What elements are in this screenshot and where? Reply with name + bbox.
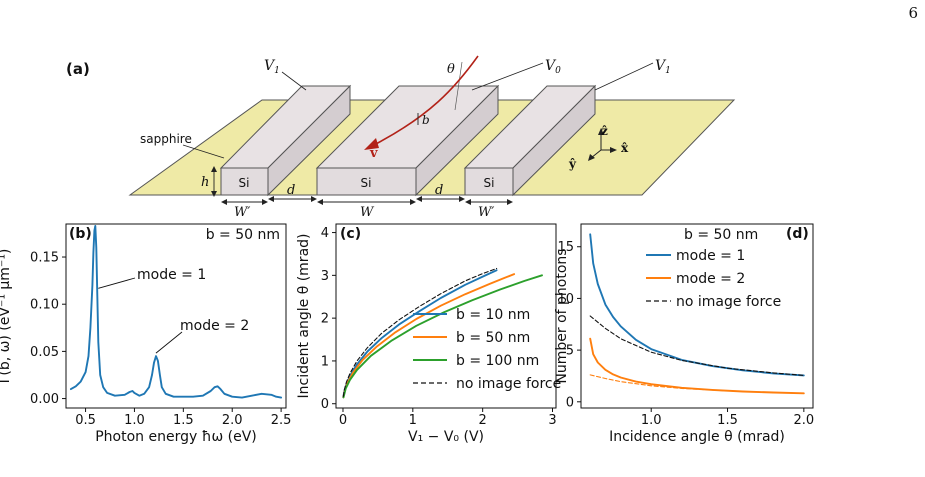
panel-d-legend-label: no image force [676, 294, 781, 310]
panel-b-ylabel: Γ(b, ω) (eV⁻¹ μm⁻¹) [0, 249, 13, 384]
panel-c-ytick-label: 2 [321, 312, 329, 327]
panel-d-frame [580, 223, 814, 409]
panel-d-ytick-label: 5 [566, 344, 574, 359]
panel-c-ylabel: Incident angle θ (mrad) [296, 234, 312, 399]
si-block-right: Si [463, 84, 597, 197]
impact-parameter-label: b [422, 113, 430, 127]
panel-b-mode2-label: mode = 2 [180, 318, 249, 334]
panel-b-mode1-label: mode = 1 [137, 267, 206, 283]
panel-c-ytick-label: 1 [321, 354, 329, 369]
panel-d-ytick-label: 0 [566, 395, 574, 410]
panel-b-xtick-label: 2.0 [222, 413, 243, 428]
panel-b-series-line [69, 224, 283, 399]
panel-d-series-line [589, 374, 805, 395]
panel-d-xtick-label: 1.5 [717, 413, 738, 428]
panel-c-ytick-label: 4 [321, 226, 329, 241]
v0-leader [471, 62, 544, 91]
panel-b-xtick-label: 2.5 [271, 413, 292, 428]
chart-c: 0 1 2 3 0 1 2 3 4 V₁ − V₀ (V) Incident angle θ (mr… [296, 223, 561, 445]
panel-a-schematic: (a) sapphire Si Si [66, 55, 736, 220]
panel-c-legend-label: b = 10 nm [456, 307, 530, 323]
width-label-right: W′ [478, 205, 494, 220]
si-label-center: Si [361, 176, 372, 190]
panel-c-xlabel: V₁ − V₀ (V) [408, 429, 484, 445]
chart-d: 1.0 1.5 2.0 0 5 10 15 Incidence angle θ (mrad) N… [554, 223, 814, 445]
panel-b-annotation: b = 50 nm [206, 227, 280, 243]
v1-right-leader [594, 62, 654, 91]
panel-b-ytick-label: 0.00 [30, 392, 59, 407]
gap-label-left: d [287, 183, 295, 198]
velocity-label: v [369, 146, 378, 161]
coordinate-axes: ẑ x̂ ŷ [568, 124, 629, 171]
substrate-label: sapphire [140, 132, 192, 146]
panel-c-ytick-label: 3 [321, 269, 329, 284]
si-label-left: Si [239, 176, 250, 190]
si-block-left: Si [219, 84, 352, 197]
gap-label-right: d [435, 183, 443, 198]
axis-y-label: ŷ [568, 157, 577, 171]
height-label: h [201, 175, 209, 190]
panel-d-annotation: b = 50 nm [684, 227, 758, 243]
v1-right-label: V1 [655, 58, 671, 76]
panel-b-label: (b) [69, 226, 92, 242]
panel-b-mode2-leader [155, 331, 183, 354]
trajectory-arrowhead [364, 138, 379, 150]
panel-c-xtick-label: 0 [339, 413, 347, 428]
panel-c-legend-label: b = 50 nm [456, 330, 530, 346]
incidence-reference-line [454, 61, 463, 111]
panel-c-xtick-label: 2 [479, 413, 487, 428]
panel-a-label: (a) [66, 60, 90, 78]
si-label-right: Si [484, 176, 495, 190]
panel-b-mode1-leader [98, 277, 136, 289]
panel-c-xtick-label: 1 [409, 413, 417, 428]
panel-b-xlabel: Photon energy ħω (eV) [95, 429, 257, 445]
panel-b-xtick-label: 1.5 [173, 413, 194, 428]
v1-left-leader [281, 71, 307, 91]
panel-d-series-line [589, 337, 805, 395]
panel-d-xtick-label: 2.0 [793, 413, 814, 428]
panel-b-frame [65, 223, 287, 409]
substrate-label-leader [182, 144, 225, 159]
panel-c-legend-label: no image force [456, 376, 561, 392]
panel-b-ytick-label: 0.15 [30, 251, 59, 266]
panel-c-series-line [342, 274, 543, 399]
panel-c-ytick-label: 0 [321, 397, 329, 412]
v1-left-label: V1 [264, 58, 280, 76]
width-label-center: W [360, 205, 375, 220]
v0-label: V0 [545, 58, 561, 76]
panel-c-xtick-label: 3 [548, 413, 556, 428]
panel-b-xtick-label: 0.5 [75, 413, 96, 428]
panel-d-legend-label: mode = 2 [676, 271, 745, 287]
axis-z-label: ẑ [601, 124, 608, 138]
panel-c-series-line [342, 273, 516, 399]
panel-d-xtick-label: 1.0 [641, 413, 662, 428]
panel-d-ytick-label: 10 [557, 292, 574, 307]
panel-c-label: (c) [340, 226, 361, 242]
chart-b: 0.5 1.0 1.5 2.0 2.5 0.00 0.05 0.10 0.15 Photon en… [0, 223, 292, 445]
axis-x-label: x̂ [621, 141, 629, 155]
panel-d-legend-label: mode = 1 [676, 248, 745, 264]
panel-d-label: (d) [786, 226, 809, 242]
panel-d-ylabel: Number of photons [554, 248, 570, 383]
panel-d-ytick-label: 15 [557, 240, 574, 255]
si-block-center: Si [315, 84, 500, 197]
panel-c-frame [335, 223, 557, 409]
page-number: 6 [908, 4, 918, 22]
panel-c-series-line [342, 267, 498, 397]
panel-c-legend-label: b = 100 nm [456, 353, 539, 369]
width-label-left: W′ [234, 205, 250, 220]
electron-trajectory [371, 55, 479, 147]
panel-d-series-line [589, 315, 805, 376]
panel-b-ytick-label: 0.10 [30, 298, 59, 313]
panel-b-ytick-label: 0.05 [30, 345, 59, 360]
panel-b-xtick-label: 1.0 [124, 413, 145, 428]
panel-d-xlabel: Incidence angle θ (mrad) [609, 429, 785, 445]
angle-theta-label: θ [447, 62, 455, 77]
